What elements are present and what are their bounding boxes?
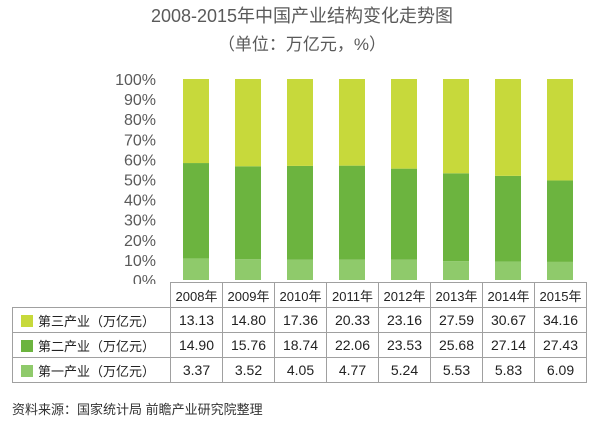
- bar-segment-tertiary: [183, 79, 209, 164]
- bar-segment-tertiary: [391, 79, 417, 169]
- bar-segment-secondary: [495, 175, 521, 262]
- data-table: 2008年 2009年 2010年 2011年 2012年 2013年 2014年 2015年…: [12, 282, 587, 383]
- chart-subtitle: （单位：万亿元，%）: [217, 35, 387, 54]
- value-cell: 13.13: [170, 307, 223, 333]
- table-header-corner: [12, 282, 171, 308]
- y-tick-label: 20%: [124, 233, 156, 250]
- year-header-cell: 2015年: [534, 282, 587, 308]
- value-cell: 14.90: [170, 332, 223, 358]
- y-tick-label: 0%: [133, 273, 156, 284]
- bar-segment-tertiary: [443, 79, 469, 174]
- y-tick-label: 30%: [124, 213, 156, 230]
- bar-segment-secondary: [287, 165, 313, 260]
- value-cell: 25.68: [430, 332, 483, 358]
- value-cell: 6.09: [534, 357, 587, 383]
- value-cell: 3.52: [222, 357, 275, 383]
- series-name: 第二产业（万亿元）: [38, 338, 156, 354]
- table-row-secondary: 第二产业（万亿元） 14.90 15.76 18.74 22.06 23.53 25.68 2…: [12, 332, 587, 358]
- stacked-bar: [287, 79, 313, 280]
- value-cell: 23.53: [378, 332, 431, 358]
- y-tick-label: 80%: [124, 112, 156, 129]
- series-label-cell: 第三产业（万亿元）: [12, 307, 171, 333]
- bar-segment-tertiary: [235, 79, 261, 167]
- stacked-bar-chart: 0% 10% 20% 30% 40% 50% 60% 70% 80% 90% 100%: [115, 72, 573, 284]
- source-note: 资料来源：国家统计局 前瞻产业研究院整理: [12, 402, 263, 417]
- y-tick-label: 50%: [124, 173, 156, 190]
- y-tick-label: 70%: [124, 132, 156, 149]
- value-cell: 5.83: [482, 357, 535, 383]
- stacked-bar: [443, 79, 469, 280]
- value-cell: 18.74: [274, 332, 327, 358]
- year-header-cell: 2014年: [482, 282, 535, 308]
- value-cell: 4.77: [326, 357, 379, 383]
- value-cell: 27.43: [534, 332, 587, 358]
- year-header-cell: 2009年: [222, 282, 275, 308]
- series-name: 第一产业（万亿元）: [38, 363, 156, 379]
- bar-segment-primary: [443, 261, 469, 280]
- legend-swatch-tertiary: [21, 314, 33, 327]
- stacked-bar: [391, 79, 417, 280]
- year-header-cell: 2010年: [274, 282, 327, 308]
- bar-segment-primary: [235, 259, 261, 280]
- value-cell: 34.16: [534, 307, 587, 333]
- bar-segment-primary: [495, 261, 521, 280]
- bar-segment-secondary: [235, 166, 261, 260]
- value-cell: 30.67: [482, 307, 535, 333]
- value-cell: 23.16: [378, 307, 431, 333]
- bar-segment-tertiary: [339, 79, 365, 166]
- bar-segment-tertiary: [287, 79, 313, 166]
- value-cell: 17.36: [274, 307, 327, 333]
- y-tick-label: 90%: [124, 92, 156, 109]
- bar-segment-tertiary: [547, 79, 573, 181]
- stacked-bar: [235, 79, 261, 280]
- bar-segment-secondary: [391, 168, 417, 260]
- y-tick-label: 60%: [124, 152, 156, 169]
- stacked-bar: [183, 79, 209, 280]
- bar-segment-secondary: [443, 173, 469, 262]
- stacked-bar: [547, 79, 573, 280]
- year-header-cell: 2008年: [170, 282, 223, 308]
- bar-segment-primary: [339, 259, 365, 280]
- value-cell: 15.76: [222, 332, 275, 358]
- year-header-cell: 2012年: [378, 282, 431, 308]
- series-name: 第三产业（万亿元）: [38, 313, 156, 329]
- table-row-primary: 第一产业（万亿元） 3.37 3.52 4.05 4.77 5.24 5.53 5.83 6.0…: [12, 357, 587, 383]
- value-cell: 22.06: [326, 332, 379, 358]
- value-cell: 27.14: [482, 332, 535, 358]
- legend-swatch-secondary: [21, 339, 33, 352]
- bar-segment-primary: [183, 258, 209, 280]
- value-cell: 20.33: [326, 307, 379, 333]
- y-tick-label: 100%: [115, 72, 156, 89]
- bar-segment-secondary: [547, 180, 573, 262]
- chart-title: 2008-2015年中国产业结构变化走势图: [150, 6, 454, 26]
- value-cell: 5.24: [378, 357, 431, 383]
- value-cell: 27.59: [430, 307, 483, 333]
- bar-segment-secondary: [339, 165, 365, 260]
- series-label-cell: 第二产业（万亿元）: [12, 332, 171, 358]
- legend-swatch-primary: [21, 364, 33, 377]
- bar-segment-primary: [391, 259, 417, 280]
- table-header-row: 2008年 2009年 2010年 2011年 2012年 2013年 2014年 2015年: [12, 282, 587, 308]
- year-header-cell: 2011年: [326, 282, 379, 308]
- bar-segment-primary: [287, 259, 313, 280]
- table-row-tertiary: 第三产业（万亿元） 13.13 14.80 17.36 20.33 23.16 27.59 3…: [12, 307, 587, 333]
- y-tick-label: 10%: [124, 253, 156, 270]
- value-cell: 14.80: [222, 307, 275, 333]
- year-header-cell: 2013年: [430, 282, 483, 308]
- stacked-bar: [495, 79, 521, 280]
- y-tick-label: 40%: [124, 193, 156, 210]
- bar-segment-primary: [547, 261, 573, 280]
- data-table-body: 2008年 2009年 2010年 2011年 2012年 2013年 2014年 2015年…: [12, 282, 587, 383]
- value-cell: 3.37: [170, 357, 223, 383]
- series-label-cell: 第一产业（万亿元）: [12, 357, 171, 383]
- bar-segment-secondary: [183, 163, 209, 259]
- stacked-bar: [339, 79, 365, 280]
- value-cell: 5.53: [430, 357, 483, 383]
- bar-segment-tertiary: [495, 79, 521, 176]
- value-cell: 4.05: [274, 357, 327, 383]
